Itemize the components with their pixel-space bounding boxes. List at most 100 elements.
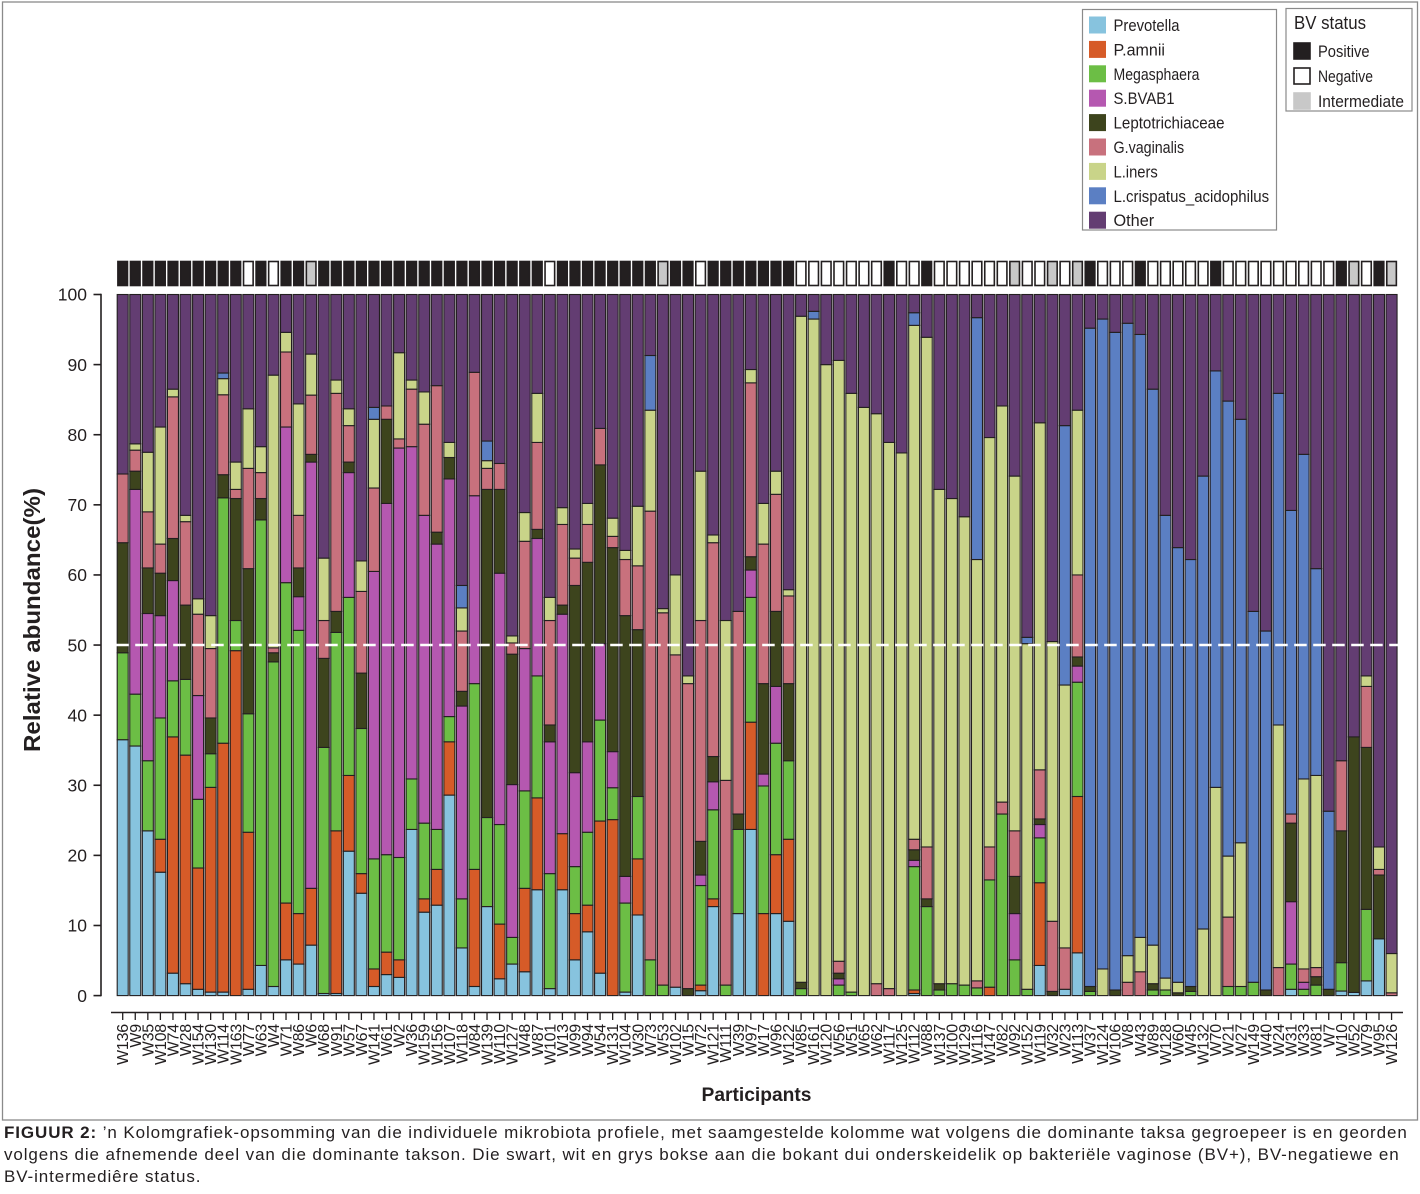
svg-text:W141: W141 [366, 1024, 383, 1065]
svg-text:W85: W85 [794, 1024, 811, 1057]
svg-text:W106: W106 [1108, 1024, 1125, 1065]
svg-text:S.BVAB1: S.BVAB1 [1114, 89, 1175, 108]
svg-text:W48: W48 [517, 1024, 534, 1057]
svg-text:W31: W31 [1284, 1024, 1301, 1057]
svg-text:100: 100 [58, 285, 87, 305]
svg-text:W94: W94 [580, 1024, 597, 1057]
svg-text:W95: W95 [1372, 1024, 1389, 1057]
svg-text:W81: W81 [1309, 1024, 1326, 1057]
svg-text:Positive: Positive [1318, 42, 1370, 61]
svg-text:W88: W88 [919, 1024, 936, 1057]
svg-text:W102: W102 [668, 1024, 685, 1065]
svg-text:W30: W30 [630, 1024, 647, 1057]
svg-text:W10: W10 [1334, 1024, 1351, 1057]
svg-text:W65: W65 [856, 1024, 873, 1057]
svg-text:W63: W63 [253, 1024, 270, 1057]
svg-text:W8: W8 [1120, 1024, 1137, 1048]
svg-text:W61: W61 [379, 1024, 396, 1057]
svg-text:W92: W92 [1007, 1024, 1024, 1057]
svg-text:W117: W117 [882, 1024, 899, 1064]
svg-text:W33: W33 [1296, 1024, 1313, 1057]
svg-text:W87: W87 [530, 1024, 547, 1057]
svg-text:30: 30 [68, 775, 88, 795]
svg-text:W156: W156 [429, 1024, 446, 1065]
svg-text:W32: W32 [1045, 1024, 1062, 1057]
svg-text:W161: W161 [806, 1024, 823, 1065]
svg-text:70: 70 [68, 495, 88, 515]
svg-text:W89: W89 [1145, 1024, 1162, 1057]
svg-text:W125: W125 [894, 1024, 911, 1065]
svg-text:W2: W2 [392, 1024, 409, 1048]
svg-text:W56: W56 [831, 1024, 848, 1057]
svg-text:W57: W57 [341, 1024, 358, 1057]
svg-text:W122: W122 [781, 1024, 798, 1065]
svg-text:W62: W62 [869, 1024, 886, 1057]
svg-text:W7: W7 [1321, 1024, 1338, 1048]
svg-text:W97: W97 [743, 1024, 760, 1057]
svg-text:W72: W72 [693, 1024, 710, 1057]
svg-text:W152: W152 [1020, 1024, 1037, 1065]
svg-text:W53: W53 [655, 1024, 672, 1057]
svg-text:W100: W100 [944, 1024, 961, 1065]
svg-text:W126: W126 [1384, 1024, 1401, 1065]
svg-text:W111: W111 [718, 1024, 735, 1063]
svg-text:10: 10 [68, 916, 88, 936]
svg-text:W96: W96 [768, 1024, 785, 1057]
svg-text:W163: W163 [228, 1024, 245, 1065]
svg-text:W43: W43 [1133, 1024, 1150, 1057]
svg-text:60: 60 [68, 565, 88, 585]
svg-text:50: 50 [68, 635, 88, 655]
svg-text:W137: W137 [932, 1024, 949, 1065]
svg-text:W118: W118 [454, 1024, 471, 1064]
svg-text:W120: W120 [819, 1024, 836, 1065]
svg-text:P.amnii: P.amnii [1114, 40, 1166, 59]
svg-text:Relative abundance(%): Relative abundance(%) [19, 488, 45, 752]
svg-text:40: 40 [68, 705, 88, 725]
svg-text:Other: Other [1114, 211, 1155, 230]
svg-text:W86: W86 [291, 1024, 308, 1057]
svg-text:W112: W112 [907, 1024, 924, 1064]
svg-text:W74: W74 [165, 1024, 182, 1057]
svg-text:W68: W68 [316, 1024, 333, 1057]
svg-text:W71: W71 [279, 1024, 296, 1057]
svg-text:W4: W4 [266, 1024, 283, 1048]
svg-text:L.iners: L.iners [1114, 162, 1158, 181]
svg-text:L.crispatus_acidophilus: L.crispatus_acidophilus [1114, 187, 1270, 206]
svg-text:W36: W36 [404, 1024, 421, 1057]
svg-text:W129: W129 [957, 1024, 974, 1065]
svg-text:W82: W82 [995, 1024, 1012, 1057]
svg-text:W159: W159 [417, 1024, 434, 1065]
svg-text:W91: W91 [329, 1024, 346, 1057]
svg-text:W110: W110 [492, 1024, 509, 1064]
svg-text:W119: W119 [1032, 1024, 1049, 1064]
svg-text:W124: W124 [1095, 1024, 1112, 1065]
svg-text:W70: W70 [1208, 1024, 1225, 1057]
svg-text:W39: W39 [731, 1024, 748, 1057]
svg-text:BV status: BV status [1294, 12, 1366, 33]
svg-text:W84: W84 [467, 1024, 484, 1057]
svg-text:W17: W17 [756, 1024, 773, 1057]
svg-text:W147: W147 [982, 1024, 999, 1065]
svg-text:W131: W131 [605, 1024, 622, 1065]
svg-text:Participants: Participants [702, 1084, 812, 1106]
svg-text:W114: W114 [216, 1024, 233, 1064]
svg-text:W40: W40 [1258, 1024, 1275, 1057]
svg-text:W73: W73 [643, 1024, 660, 1057]
svg-text:W79: W79 [1359, 1024, 1376, 1057]
svg-text:80: 80 [68, 425, 88, 445]
svg-text:W99: W99 [567, 1024, 584, 1057]
svg-text:W54: W54 [593, 1024, 610, 1057]
svg-text:W101: W101 [542, 1024, 559, 1065]
svg-text:W130: W130 [203, 1024, 220, 1065]
svg-text:W67: W67 [354, 1024, 371, 1057]
svg-text:W132: W132 [1196, 1024, 1213, 1065]
svg-text:W139: W139 [480, 1024, 497, 1065]
svg-text:W6: W6 [304, 1024, 321, 1048]
svg-text:W127: W127 [505, 1024, 522, 1065]
svg-text:W21: W21 [1221, 1024, 1238, 1057]
svg-text:Negative: Negative [1318, 67, 1373, 86]
svg-text:W136: W136 [115, 1024, 132, 1065]
svg-text:W52: W52 [1346, 1024, 1363, 1057]
svg-text:W154: W154 [191, 1024, 208, 1065]
svg-text:Leptotrichiaceae: Leptotrichiaceae [1114, 114, 1225, 133]
